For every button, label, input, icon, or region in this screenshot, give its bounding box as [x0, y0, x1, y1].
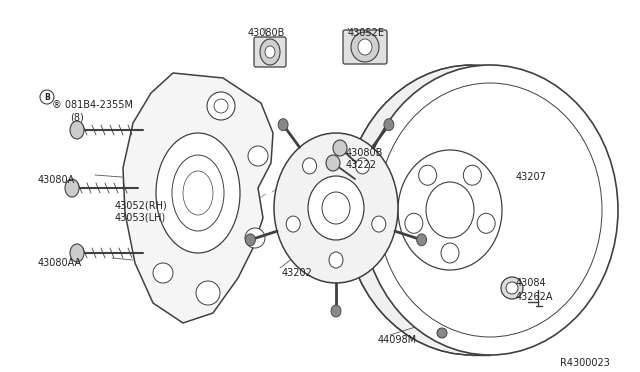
- Text: 43262A: 43262A: [516, 292, 554, 302]
- Ellipse shape: [207, 92, 235, 120]
- Ellipse shape: [477, 213, 495, 233]
- Text: 43222: 43222: [346, 160, 377, 170]
- Ellipse shape: [196, 281, 220, 305]
- Ellipse shape: [405, 213, 423, 233]
- Ellipse shape: [355, 158, 369, 174]
- Text: 43052E: 43052E: [348, 28, 385, 38]
- FancyBboxPatch shape: [254, 37, 286, 67]
- Ellipse shape: [441, 243, 459, 263]
- Ellipse shape: [384, 119, 394, 131]
- Text: 43080B: 43080B: [346, 148, 383, 158]
- Ellipse shape: [358, 39, 372, 55]
- Ellipse shape: [303, 158, 317, 174]
- Ellipse shape: [419, 165, 436, 185]
- Ellipse shape: [372, 216, 386, 232]
- Ellipse shape: [331, 305, 341, 317]
- Ellipse shape: [329, 252, 343, 268]
- Text: 43080A: 43080A: [38, 175, 76, 185]
- Text: 44098M: 44098M: [378, 335, 417, 345]
- Text: 43052(RH): 43052(RH): [115, 200, 168, 210]
- Text: ® 081B4-2355M: ® 081B4-2355M: [52, 100, 133, 110]
- Ellipse shape: [274, 133, 398, 283]
- Ellipse shape: [156, 133, 240, 253]
- Ellipse shape: [417, 234, 427, 246]
- FancyBboxPatch shape: [343, 30, 387, 64]
- Ellipse shape: [245, 228, 265, 248]
- Text: (8): (8): [70, 113, 84, 123]
- Ellipse shape: [398, 150, 502, 270]
- Ellipse shape: [463, 165, 481, 185]
- Ellipse shape: [378, 83, 602, 337]
- Text: B: B: [44, 93, 50, 102]
- Ellipse shape: [326, 155, 340, 171]
- Text: 43080B: 43080B: [248, 28, 285, 38]
- Ellipse shape: [65, 179, 79, 197]
- Ellipse shape: [248, 146, 268, 166]
- Ellipse shape: [344, 65, 600, 355]
- Ellipse shape: [286, 216, 300, 232]
- Text: 43080AA: 43080AA: [38, 258, 82, 268]
- Ellipse shape: [426, 182, 474, 238]
- Text: 43202: 43202: [282, 268, 313, 278]
- Ellipse shape: [501, 277, 523, 299]
- Text: 43207: 43207: [516, 172, 547, 182]
- Polygon shape: [123, 73, 273, 323]
- Ellipse shape: [308, 176, 364, 240]
- Ellipse shape: [265, 46, 275, 58]
- Ellipse shape: [362, 65, 618, 355]
- Ellipse shape: [322, 192, 350, 224]
- Ellipse shape: [351, 32, 379, 62]
- Ellipse shape: [214, 99, 228, 113]
- Ellipse shape: [278, 119, 288, 131]
- Text: R4300023: R4300023: [560, 358, 610, 368]
- Ellipse shape: [333, 140, 347, 156]
- Ellipse shape: [260, 39, 280, 65]
- Ellipse shape: [153, 263, 173, 283]
- Ellipse shape: [172, 155, 224, 231]
- Ellipse shape: [70, 244, 84, 262]
- Ellipse shape: [437, 328, 447, 338]
- Text: 43084: 43084: [516, 278, 547, 288]
- Ellipse shape: [506, 282, 518, 294]
- Text: 43053(LH): 43053(LH): [115, 212, 166, 222]
- Ellipse shape: [70, 121, 84, 139]
- Ellipse shape: [183, 171, 213, 215]
- Ellipse shape: [245, 234, 255, 246]
